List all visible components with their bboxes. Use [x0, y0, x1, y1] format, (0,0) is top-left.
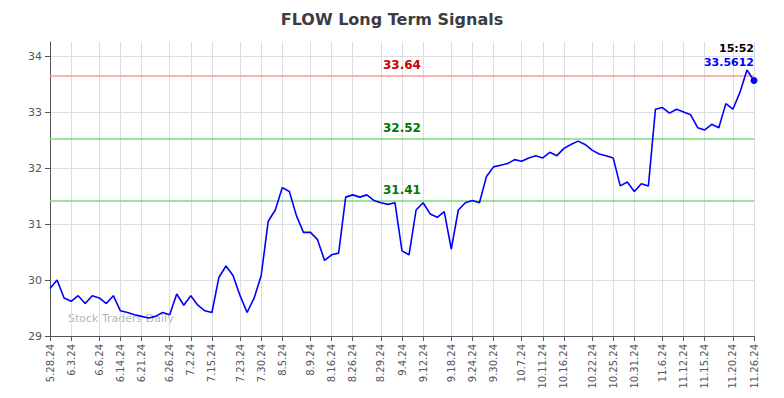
- svg-text:6.26.24: 6.26.24: [164, 344, 175, 382]
- svg-text:11.26.24: 11.26.24: [749, 344, 760, 389]
- svg-text:Stock Traders Daily: Stock Traders Daily: [68, 312, 174, 325]
- svg-text:33.5612: 33.5612: [704, 56, 754, 69]
- svg-text:10.7.24: 10.7.24: [516, 344, 527, 382]
- svg-text:11.12.24: 11.12.24: [678, 344, 689, 389]
- svg-text:31: 31: [28, 218, 42, 231]
- svg-text:6.21.24: 6.21.24: [136, 344, 147, 382]
- svg-text:9.30.24: 9.30.24: [488, 344, 499, 382]
- svg-text:9.4.24: 9.4.24: [397, 344, 408, 376]
- svg-text:7.2.24: 7.2.24: [185, 344, 196, 376]
- svg-text:10.25.24: 10.25.24: [608, 344, 619, 389]
- svg-text:6.14.24: 6.14.24: [115, 344, 126, 382]
- svg-text:9.12.24: 9.12.24: [418, 344, 429, 382]
- svg-text:30: 30: [28, 274, 42, 287]
- svg-text:8.29.24: 8.29.24: [375, 344, 386, 382]
- svg-text:10.11.24: 10.11.24: [537, 344, 548, 389]
- svg-text:8.26.24: 8.26.24: [347, 344, 358, 382]
- svg-text:7.30.24: 7.30.24: [256, 344, 267, 382]
- svg-text:34: 34: [28, 50, 42, 63]
- svg-text:9.18.24: 9.18.24: [446, 344, 457, 382]
- svg-text:7.23.24: 7.23.24: [235, 344, 246, 382]
- svg-text:10.16.24: 10.16.24: [558, 344, 569, 389]
- svg-text:9.24.24: 9.24.24: [467, 344, 478, 382]
- svg-text:11.6.24: 11.6.24: [657, 344, 668, 382]
- svg-text:29: 29: [28, 330, 42, 343]
- svg-text:8.5.24: 8.5.24: [277, 344, 288, 376]
- svg-text:10.22.24: 10.22.24: [587, 344, 598, 389]
- svg-text:10.31.24: 10.31.24: [629, 344, 640, 389]
- svg-text:FLOW Long Term Signals: FLOW Long Term Signals: [281, 10, 503, 29]
- svg-text:15:52: 15:52: [719, 42, 754, 55]
- svg-text:33.64: 33.64: [383, 58, 421, 72]
- svg-text:33: 33: [28, 106, 42, 119]
- svg-text:32.52: 32.52: [383, 121, 421, 135]
- svg-text:32: 32: [28, 162, 42, 175]
- svg-text:31.41: 31.41: [383, 183, 421, 197]
- svg-text:7.15.24: 7.15.24: [206, 344, 217, 382]
- svg-text:6.3.24: 6.3.24: [66, 344, 77, 376]
- svg-text:11.20.24: 11.20.24: [727, 344, 738, 389]
- svg-text:11.15.24: 11.15.24: [699, 344, 710, 389]
- svg-text:6.6.24: 6.6.24: [94, 344, 105, 376]
- svg-text:5.28.24: 5.28.24: [45, 344, 56, 382]
- svg-text:8.9.24: 8.9.24: [305, 344, 316, 376]
- svg-text:8.16.24: 8.16.24: [326, 344, 337, 382]
